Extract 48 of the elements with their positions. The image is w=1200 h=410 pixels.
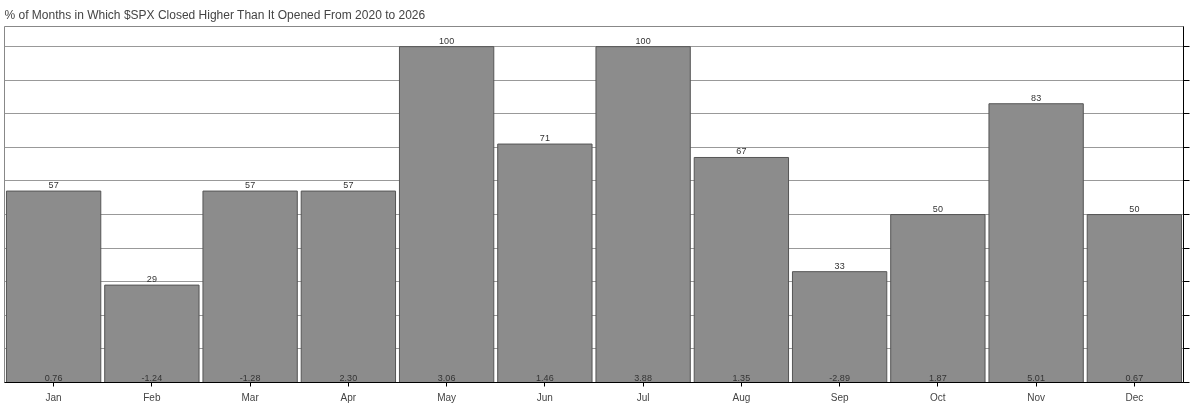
bar: [497, 143, 593, 383]
bar: [398, 46, 495, 383]
x-tick-label: Jan: [45, 391, 62, 403]
bar: [791, 271, 888, 383]
data-label: 50: [932, 203, 943, 214]
annotation: 2.30: [339, 372, 358, 383]
x-tick-label: Jul: [636, 391, 650, 403]
x-tick-label: Jun: [536, 391, 553, 403]
data-label: 57: [245, 180, 256, 191]
data-label: 33: [834, 260, 845, 271]
annotation: 0.67: [1125, 372, 1144, 383]
x-tick-label: Sep: [830, 391, 849, 403]
annotation: 5.01: [1027, 372, 1045, 383]
data-label: 57: [48, 180, 59, 191]
chart-title: % of Months in Which $SPX Closed Higher Than It Opened From 2020 to 2026: [4, 7, 426, 22]
annotation: 1.35: [732, 372, 751, 383]
bar: [104, 284, 200, 383]
bar: [300, 190, 397, 383]
annotation: -2.89: [829, 372, 850, 383]
x-tick-label: Aug: [732, 391, 751, 403]
data-label: 67: [736, 146, 747, 157]
annotation: -1.28: [239, 372, 261, 383]
bar: [693, 156, 790, 383]
bar: [890, 214, 986, 383]
bar: [988, 103, 1084, 383]
annotation: -1.24: [141, 372, 163, 383]
annotation: 1.46: [536, 372, 554, 383]
annotation: 1.87: [929, 372, 947, 383]
data-label: 50: [1129, 203, 1140, 214]
x-tick-label: Dec: [1125, 391, 1144, 403]
bar: [1086, 214, 1183, 383]
data-label: 100: [439, 35, 455, 46]
annotation: 3.88: [634, 372, 652, 383]
x-tick-label: Apr: [340, 391, 357, 403]
bar: [202, 190, 298, 383]
annotation: 3.06: [437, 372, 456, 383]
data-label: 100: [635, 35, 651, 46]
x-tick-label: Feb: [143, 391, 161, 403]
x-tick-label: May: [437, 391, 457, 403]
data-label: 83: [1031, 92, 1042, 103]
x-tick-label: Mar: [241, 391, 260, 403]
data-label: 29: [146, 274, 157, 285]
data-label: 71: [539, 133, 550, 144]
x-tick-label: Oct: [930, 391, 946, 403]
data-label: 57: [343, 180, 354, 191]
annotation: 0.76: [44, 372, 63, 383]
x-tick-label: Nov: [1027, 391, 1046, 403]
bar: [595, 46, 691, 383]
